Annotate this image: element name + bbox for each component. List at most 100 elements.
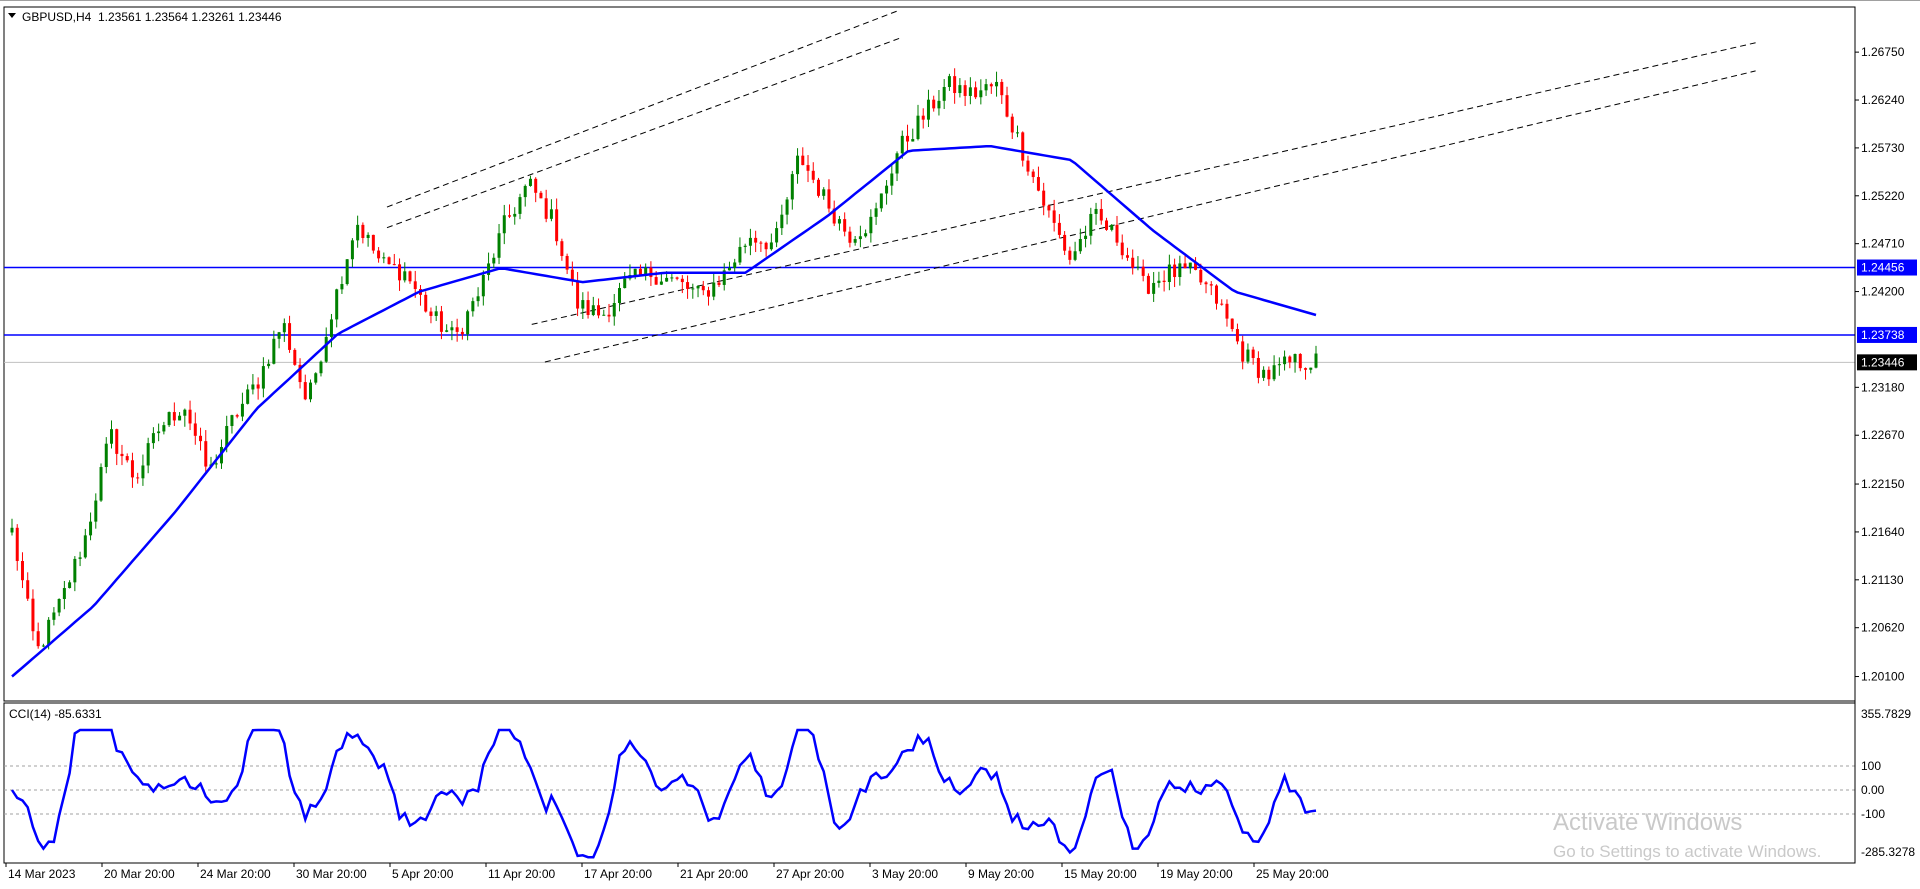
- time-label: 9 May 20:00: [968, 867, 1034, 881]
- price-label: 1.26750: [1861, 45, 1905, 59]
- candle-body: [288, 323, 292, 350]
- ohlc-label: 1.23561 1.23564 1.23261 1.23446: [98, 10, 282, 24]
- candle-body: [445, 330, 449, 332]
- candle-body: [1078, 239, 1082, 252]
- candle-body: [162, 425, 166, 432]
- candle-body: [89, 521, 93, 536]
- candle-body: [429, 311, 433, 316]
- candle-body: [1036, 177, 1040, 191]
- candle-body: [837, 219, 841, 224]
- candle-body: [612, 302, 616, 317]
- candle-body: [73, 558, 77, 583]
- candle-body: [921, 115, 925, 120]
- candle-body: [204, 441, 208, 467]
- price-pane[interactable]: [3, 6, 1856, 702]
- cci-pane[interactable]: [3, 702, 1856, 864]
- candle-body: [230, 415, 234, 426]
- candle-body: [78, 557, 82, 559]
- candle-body: [31, 598, 35, 632]
- candle-body: [455, 327, 459, 332]
- candle-body: [293, 349, 297, 365]
- candle-body: [178, 415, 182, 421]
- candle-body: [62, 588, 66, 600]
- cci-scale-label: 100: [1861, 759, 1881, 773]
- candle-body: [350, 240, 354, 260]
- candle-body: [602, 314, 606, 316]
- candle-body: [822, 189, 826, 196]
- time-label: 21 Apr 20:00: [680, 867, 748, 881]
- candle-body: [549, 209, 553, 219]
- price-tag-label: 1.24456: [1861, 261, 1905, 275]
- candle-body: [492, 257, 496, 264]
- channel-line: [386, 9, 901, 208]
- candle-body: [146, 443, 150, 466]
- candle-body: [528, 178, 532, 186]
- candle-body: [733, 262, 737, 268]
- time-label: 17 Apr 20:00: [584, 867, 652, 881]
- candle-body: [811, 170, 815, 180]
- candle-body: [1241, 341, 1245, 362]
- time-axis: 14 Mar 2023 20 Mar 20:00 24 Mar 20:00 30 Ma…: [5, 863, 1329, 881]
- candle-body: [1256, 357, 1260, 378]
- candle-body: [303, 382, 307, 400]
- candle-body: [638, 268, 642, 276]
- candle-body: [1115, 224, 1119, 243]
- horizontal-levels[interactable]: [4, 266, 1855, 363]
- candle-body: [130, 460, 134, 478]
- candle-body: [1015, 132, 1019, 134]
- candle-body: [1209, 284, 1213, 286]
- candle-body: [52, 612, 56, 620]
- candle-body: [1293, 353, 1297, 363]
- candle-body: [911, 139, 915, 142]
- cci-scale-label: -285.3278: [1861, 845, 1915, 859]
- cci-axis: 355.7829 100 0.00 -100 -285.3278: [1861, 707, 1915, 859]
- candle-body: [885, 185, 889, 194]
- candle-body: [633, 268, 637, 275]
- time-label: 5 Apr 20:00: [392, 867, 454, 881]
- price-label: 1.21640: [1861, 525, 1905, 539]
- channel-line: [386, 37, 901, 229]
- dropdown-triangle-icon[interactable]: [8, 13, 16, 18]
- candle-body: [581, 300, 585, 309]
- candle-body: [1251, 349, 1255, 358]
- candle-body: [607, 314, 611, 317]
- candle-body: [261, 366, 265, 389]
- candle-body: [722, 270, 726, 285]
- candle-body: [1162, 280, 1166, 282]
- candle-body: [1214, 285, 1218, 304]
- candle-body: [843, 219, 847, 232]
- trend-channels[interactable]: [386, 9, 1756, 363]
- candle-body: [932, 99, 936, 109]
- candle-body: [476, 296, 480, 302]
- candle-body: [974, 87, 978, 98]
- candle-body: [335, 289, 339, 320]
- cci-line: [10, 728, 1317, 859]
- candle-body: [1304, 368, 1308, 370]
- candle-body: [748, 237, 752, 246]
- candle-body: [240, 403, 244, 417]
- candle-body: [565, 255, 569, 270]
- candle-body: [926, 99, 930, 120]
- candle-body: [806, 165, 810, 171]
- candle-body: [382, 257, 386, 259]
- price-label: 1.21130: [1861, 573, 1904, 587]
- candlesticks: [10, 68, 1318, 650]
- candle-body: [785, 199, 789, 215]
- candle-body: [225, 425, 229, 448]
- candle-body: [1157, 280, 1161, 283]
- candle-body: [110, 429, 114, 444]
- candle-body: [68, 582, 72, 589]
- candle-body: [272, 338, 276, 364]
- candle-body: [392, 264, 396, 266]
- price-tag: [1857, 354, 1917, 371]
- candle-body: [796, 155, 800, 175]
- candle-body: [246, 389, 250, 404]
- candle-body: [199, 435, 203, 442]
- time-label: 24 Mar 20:00: [200, 867, 271, 881]
- candle-body: [675, 277, 679, 279]
- candle-body: [1063, 234, 1067, 251]
- candle-body: [979, 90, 983, 98]
- price-tag: [1857, 326, 1917, 343]
- candle-body: [1272, 365, 1276, 380]
- candle-body: [487, 263, 491, 275]
